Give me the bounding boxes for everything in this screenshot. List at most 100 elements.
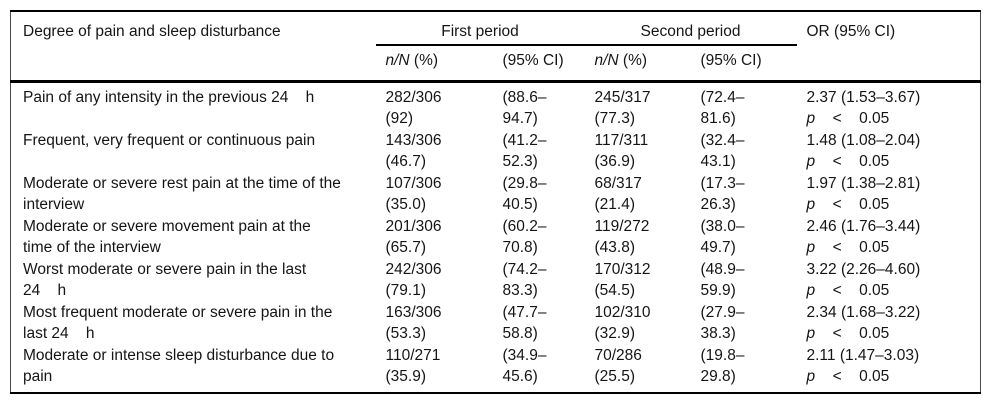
or-value: 2.46 (1.76–3.44): [806, 217, 921, 235]
cell-label: Moderate or intense sleep disturbance du…: [11, 345, 376, 393]
cell-second-nn: 102/310 (32.9): [585, 302, 691, 345]
cell-first-nn: 242/306 (79.1): [376, 259, 493, 302]
value-line: 143/306: [385, 131, 442, 149]
value-line: 282/306: [385, 88, 442, 106]
table-row: Worst moderate or severe pain in the las…: [11, 259, 981, 302]
cell-first-ci: (60.2– 70.8): [493, 216, 585, 259]
cell-label: Moderate or severe rest pain at the time…: [11, 173, 376, 216]
row-label-line: Moderate or intense sleep disturbance du…: [23, 346, 335, 364]
header-row-sub: n/N (%) (95% CI) n/N (%) (95% CI): [11, 45, 981, 81]
p-value-line: p <0.05: [807, 280, 981, 302]
value-line: 94.7): [502, 110, 538, 127]
row-label-line: Pain of any intensity in the previous 24…: [23, 88, 315, 106]
nn-label-italic: n/N: [594, 52, 619, 69]
p-threshold: 0.05: [859, 196, 890, 213]
p-symbol: p: [806, 153, 816, 170]
row-label-line: Most frequent moderate or severe pain in…: [23, 303, 333, 321]
table-row: Most frequent moderate or severe pain in…: [11, 302, 981, 345]
header-first-period: First period: [375, 11, 585, 46]
nn-label-italic: n/N: [385, 52, 410, 69]
p-threshold: 0.05: [859, 239, 890, 256]
table-row: Moderate or severe movement pain at the t…: [11, 216, 981, 259]
cell-first-nn: 201/306 (65.7): [376, 216, 493, 259]
value-line: (74.2–: [502, 260, 547, 278]
or-value: 1.97 (1.38–2.81): [806, 174, 921, 192]
table-row: Moderate or intense sleep disturbance du…: [11, 345, 981, 393]
value-line: (36.9): [594, 153, 636, 170]
value-line: 102/310: [594, 303, 651, 321]
value-line: (92): [385, 110, 414, 127]
cell-second-nn: 170/312 (54.5): [585, 259, 691, 302]
value-line: 163/306: [385, 303, 442, 321]
value-line: 68/317: [594, 174, 642, 192]
header-degree-of-pain: Degree of pain and sleep disturbance: [23, 23, 281, 40]
value-line: (46.7): [385, 153, 427, 170]
value-line: (88.6–: [502, 88, 547, 106]
cell-or: 2.37 (1.53–3.67) p <0.05: [797, 81, 981, 130]
value-line: (54.5): [594, 282, 636, 299]
cell-label: Moderate or severe movement pain at the t…: [11, 216, 376, 259]
value-line: (79.1): [385, 282, 427, 299]
nn-label-rest: (%): [409, 52, 439, 69]
cell-second-ci: (32.4– 43.1): [691, 130, 797, 173]
or-value: 2.11 (1.47–3.03): [806, 346, 920, 364]
table-row: Frequent, very frequent or continuous pa…: [11, 130, 981, 173]
value-line: 70.8): [502, 239, 538, 256]
table-row: Pain of any intensity in the previous 24…: [11, 81, 981, 130]
value-line: (48.9–: [700, 260, 745, 278]
cell-or: 3.22 (2.26–4.60) p <0.05: [797, 259, 981, 302]
cell-or: 2.46 (1.76–3.44) p <0.05: [797, 216, 981, 259]
cell-label: Worst moderate or severe pain in the las…: [11, 259, 376, 302]
header-or-ci: OR (95% CI): [806, 23, 896, 40]
p-value-line: p <0.05: [807, 323, 981, 345]
cell-or: 2.11 (1.47–3.03) p <0.05: [797, 345, 981, 393]
p-threshold: 0.05: [859, 282, 890, 299]
table-header: Degree of pain and sleep disturbance Fir…: [10, 11, 981, 81]
cell-first-ci: (47.7– 58.8): [493, 302, 585, 345]
value-line: (60.2–: [502, 217, 547, 235]
value-line: 52.3): [502, 153, 538, 170]
value-line: 119/272: [594, 217, 650, 235]
cell-first-nn: 143/306 (46.7): [376, 130, 493, 173]
value-line: 201/306: [385, 217, 442, 235]
p-symbol: p: [806, 282, 816, 299]
value-line: 107/306: [385, 174, 442, 192]
cell-label: Most frequent moderate or severe pain in…: [11, 302, 376, 345]
value-line: 58.8): [502, 325, 538, 342]
p-symbol: p: [806, 110, 816, 127]
value-line: 110/271: [385, 346, 441, 364]
cell-label: Frequent, very frequent or continuous pa…: [11, 130, 376, 173]
row-label-line: last 24 h: [23, 325, 95, 342]
less-than-sign: <: [832, 368, 842, 385]
value-line: 70/286: [594, 346, 642, 364]
value-line: (34.9–: [502, 346, 547, 364]
p-threshold: 0.05: [859, 153, 890, 170]
p-symbol: p: [806, 325, 816, 342]
value-line: (17.3–: [700, 174, 745, 192]
value-line: (53.3): [385, 325, 427, 342]
table-row: Moderate or severe rest pain at the time…: [11, 173, 981, 216]
value-line: 245/317: [594, 88, 651, 106]
row-label-line: Frequent, very frequent or continuous pa…: [23, 131, 316, 149]
less-than-sign: <: [832, 110, 842, 127]
or-value: 1.48 (1.08–2.04): [806, 131, 921, 149]
value-line: (19.8–: [700, 346, 745, 364]
cell-first-ci: (34.9– 45.6): [493, 345, 585, 393]
cell-or: 1.97 (1.38–2.81) p <0.05: [797, 173, 981, 216]
header-row-periods: Degree of pain and sleep disturbance Fir…: [11, 11, 981, 46]
row-label-line: 24 h: [23, 282, 67, 299]
value-line: (29.8–: [502, 174, 547, 192]
cell-or: 2.34 (1.68–3.22) p <0.05: [797, 302, 981, 345]
value-line: 49.7): [700, 239, 736, 256]
p-value-line: p <0.05: [807, 151, 981, 173]
row-label-line: Worst moderate or severe pain in the las…: [23, 260, 307, 278]
cell-second-nn: 117/311 (36.9): [585, 130, 691, 173]
row-label-line: Moderate or severe rest pain at the time…: [23, 174, 341, 192]
value-line: 117/311: [594, 131, 649, 149]
p-value-line: p <0.05: [807, 366, 981, 388]
cell-second-nn: 245/317 (77.3): [585, 81, 691, 130]
value-line: (27.9–: [700, 303, 745, 321]
value-line: (35.9): [385, 368, 427, 385]
less-than-sign: <: [832, 153, 842, 170]
